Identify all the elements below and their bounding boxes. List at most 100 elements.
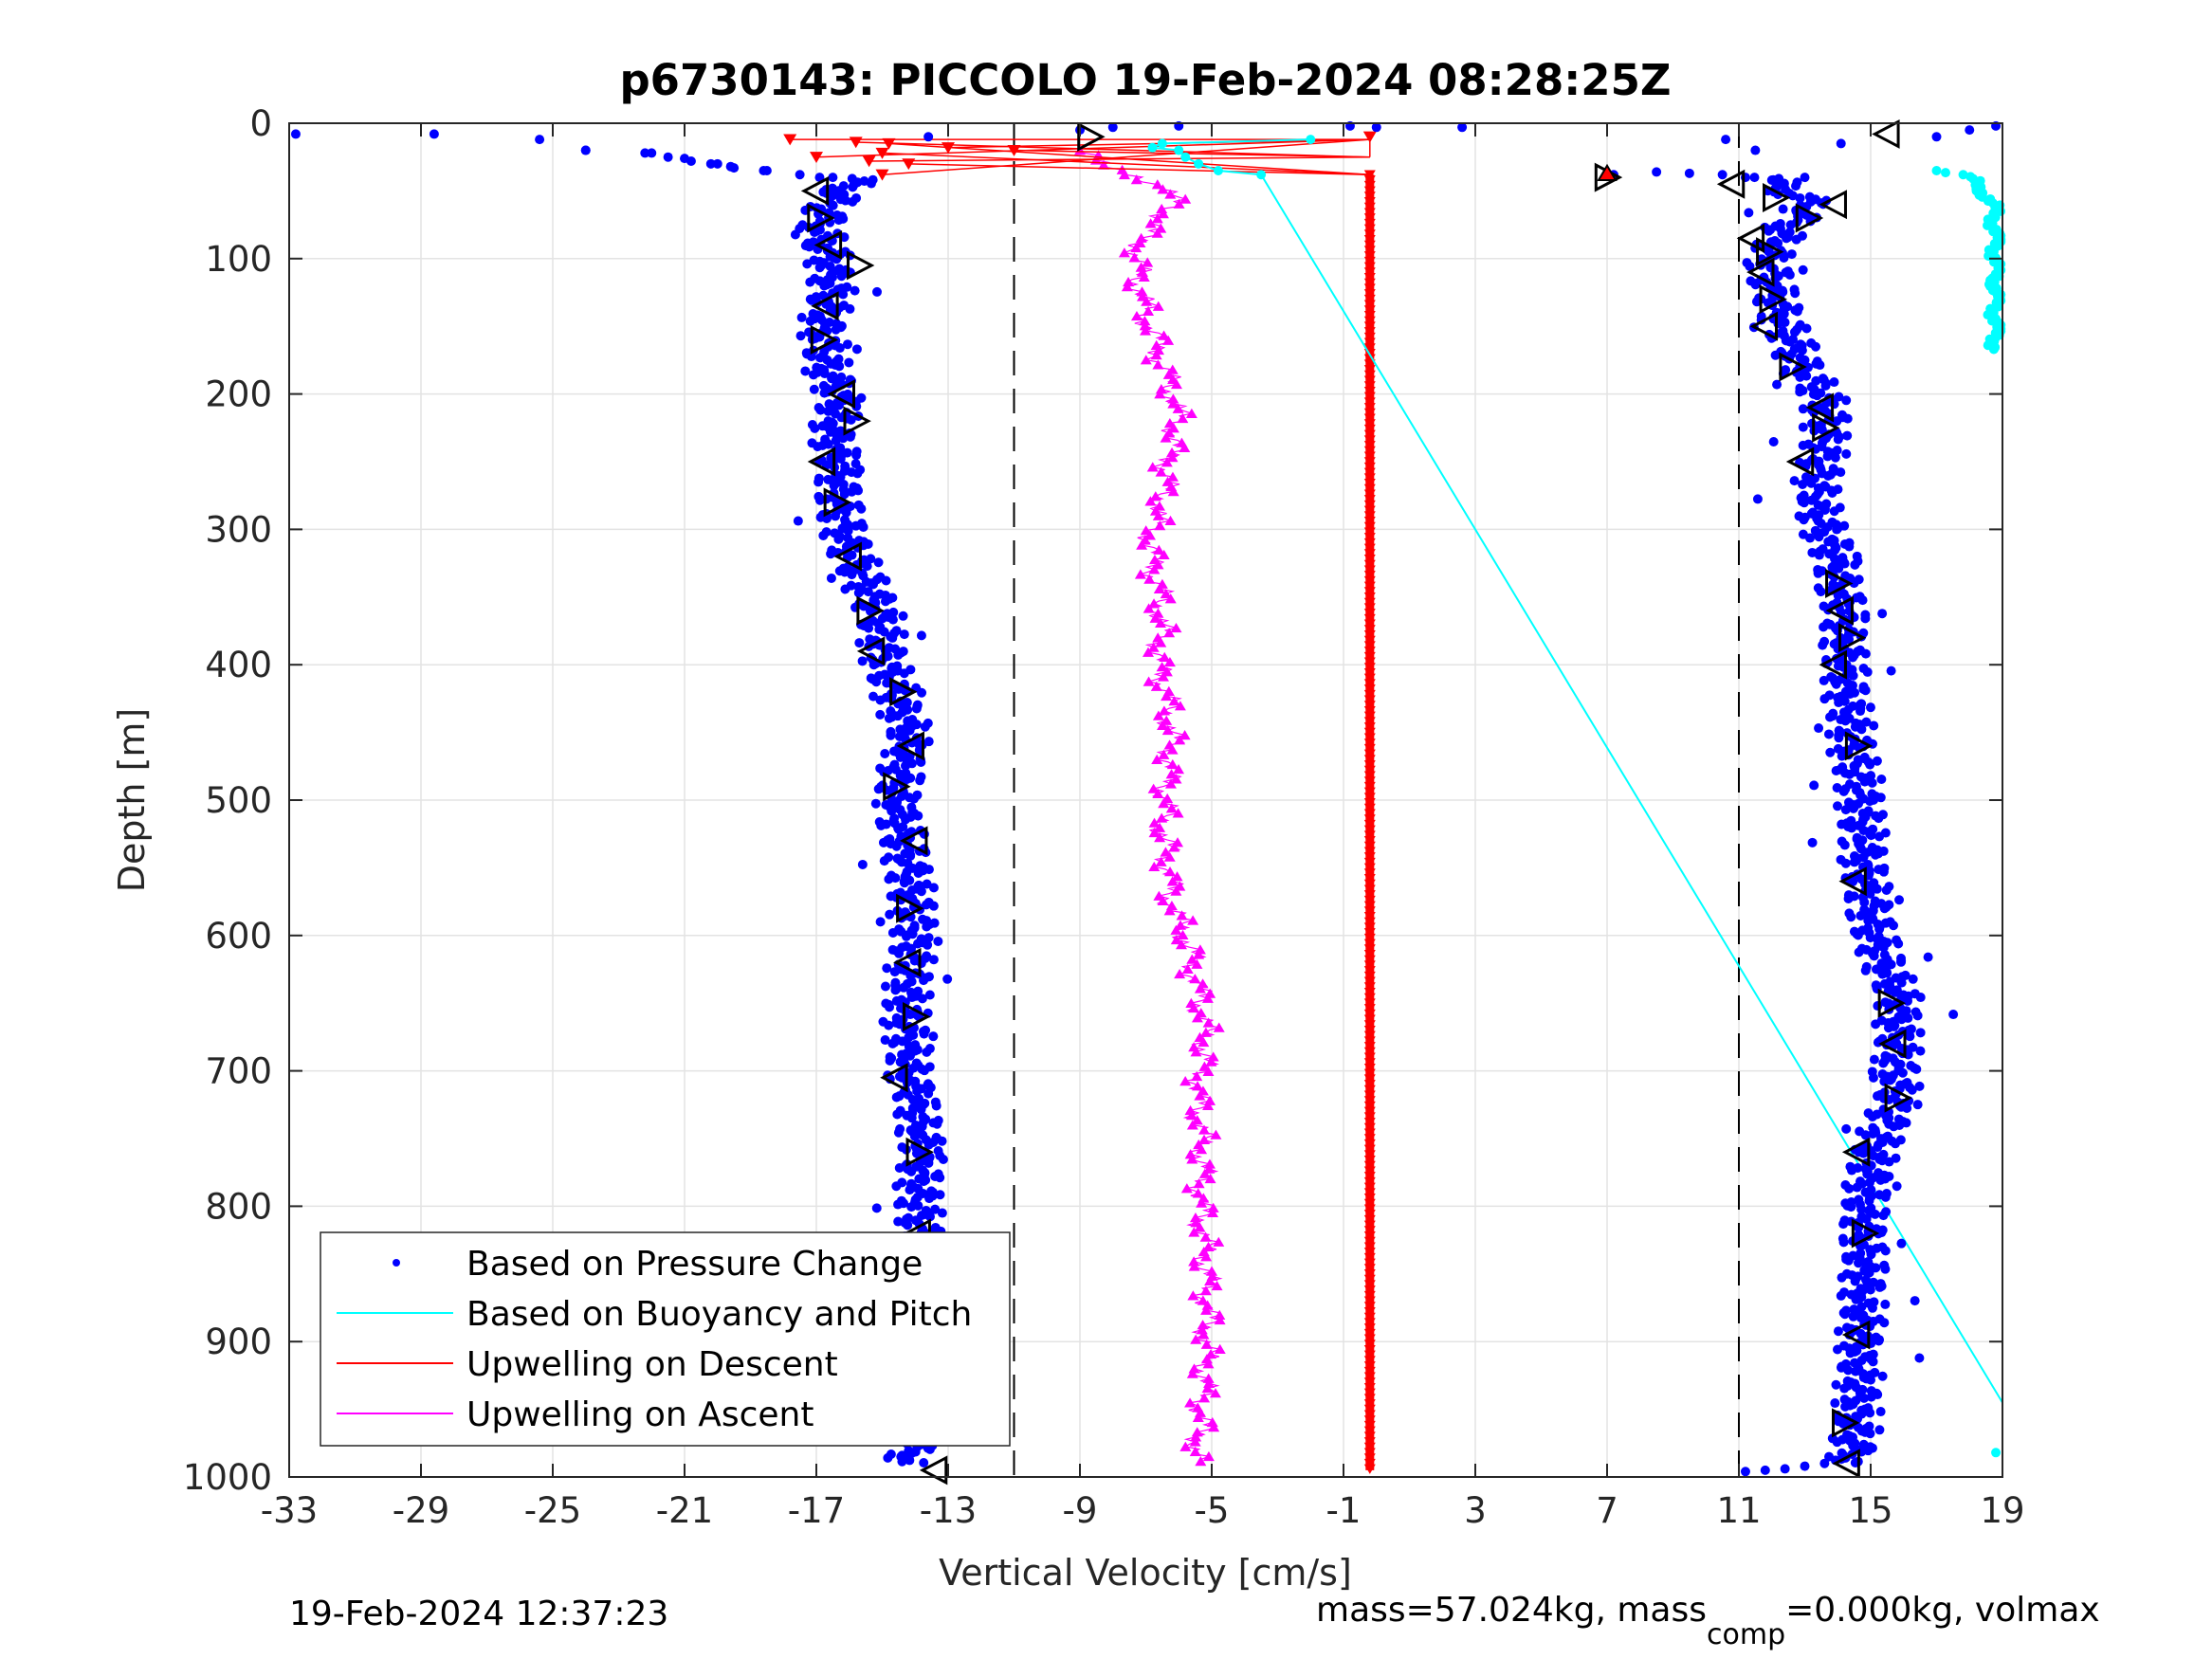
- pressure-change-point: [1832, 1437, 1842, 1448]
- pressure-change-point: [1880, 1192, 1891, 1202]
- pressure-change-point: [1886, 665, 1896, 676]
- upwelling-ascent-point: [1205, 1056, 1217, 1066]
- pressure-change-point: [850, 520, 861, 531]
- pressure-change-point: [845, 431, 855, 442]
- surface-highlight-triangle: [1597, 163, 1618, 182]
- upwelling-descent-point: [1363, 1090, 1376, 1101]
- reference-triangle: [889, 677, 918, 707]
- y-tick-label: 1000: [183, 1457, 272, 1498]
- y-tick-label: 400: [205, 645, 272, 685]
- pressure-change-point: [868, 660, 879, 670]
- pressure-change-point: [909, 1131, 920, 1141]
- upwelling-descent-point: [1363, 272, 1376, 283]
- pressure-change-point: [828, 191, 838, 201]
- reference-triangle: [1805, 392, 1835, 423]
- pressure-change-point: [814, 173, 825, 183]
- pressure-change-point: [897, 1036, 907, 1047]
- upwelling-descent-point: [1363, 760, 1376, 771]
- upwelling-descent-point: [1363, 565, 1376, 575]
- upwelling-descent-point: [1363, 906, 1376, 917]
- upwelling-ascent-point: [1136, 539, 1148, 550]
- upwelling-descent-point: [1363, 1366, 1376, 1377]
- upwelling-ascent-point: [1158, 549, 1170, 560]
- upwelling-descent-point: [1363, 657, 1376, 667]
- pressure-change-point: [729, 163, 740, 173]
- pressure-change-point: [1875, 793, 1886, 803]
- upwelling-descent-point: [1363, 939, 1376, 949]
- upwelling-ascent-point: [1170, 622, 1182, 633]
- upwelling-ascent-point: [1186, 954, 1198, 964]
- upwelling-ascent-point: [1186, 1120, 1198, 1130]
- reference-triangle: [1756, 237, 1784, 267]
- upwelling-ascent-point: [1123, 276, 1135, 287]
- pressure-change-point: [1848, 652, 1858, 663]
- upwelling-ascent-point: [1214, 1309, 1226, 1321]
- upwelling-descent-point: [1363, 830, 1376, 841]
- upwelling-ascent-point: [1173, 198, 1185, 209]
- pressure-change-point: [1910, 1296, 1920, 1306]
- reference-triangle: [1832, 1449, 1860, 1479]
- pressure-change-point: [1877, 609, 1888, 619]
- upwelling-descent-point: [1363, 1198, 1376, 1209]
- upwelling-descent-point: [1363, 575, 1376, 587]
- pressure-change-point: [922, 1047, 932, 1057]
- upwelling-ascent-point: [1158, 330, 1170, 340]
- pressure-change-point: [905, 1455, 915, 1466]
- pressure-change-point: [831, 511, 841, 521]
- buoyancy-pitch-point: [1931, 165, 1942, 175]
- upwelling-descent-point: [1363, 847, 1376, 857]
- pressure-change-point: [1879, 1318, 1890, 1328]
- pressure-change-point: [1873, 1001, 1883, 1012]
- upwelling-ascent-point: [1204, 1173, 1216, 1184]
- pressure-change-point: [1948, 1010, 1959, 1020]
- pressure-change-point: [1841, 1123, 1852, 1134]
- pressure-change-point: [891, 841, 902, 851]
- pressure-change-point: [1819, 694, 1830, 704]
- pressure-change-point: [1846, 823, 1856, 833]
- pressure-change-point: [1818, 640, 1828, 650]
- pressure-change-point: [892, 1109, 903, 1120]
- upwelling-ascent-point: [1188, 1256, 1200, 1267]
- reference-triangle: [1877, 988, 1907, 1018]
- pressure-change-point: [1800, 1461, 1810, 1471]
- upwelling-ascent-point: [1158, 705, 1170, 716]
- legend-label-descent: Upwelling on Descent: [466, 1345, 838, 1384]
- upwelling-descent-point: [1363, 922, 1376, 933]
- upwelling-ascent-point: [1153, 583, 1165, 594]
- upwelling-descent-point: [1363, 1340, 1376, 1350]
- legend-label-buoyancy: Based on Buoyancy and Pitch: [466, 1295, 972, 1334]
- reference-triangle: [1838, 866, 1867, 897]
- pressure-change-point: [1760, 1465, 1770, 1475]
- upwelling-descent-point: [1363, 1312, 1376, 1322]
- upwelling-ascent-point: [1213, 1022, 1225, 1032]
- pressure-change-point: [1889, 921, 1899, 931]
- pressure-change-point: [1744, 208, 1754, 218]
- upwelling-ascent-point: [1130, 174, 1143, 185]
- upwelling-ascent-point: [1197, 1329, 1210, 1340]
- upwelling-ascent-point: [1170, 934, 1182, 945]
- upwelling-ascent-point: [1168, 696, 1180, 706]
- pressure-change-point: [835, 454, 846, 465]
- pressure-change-point: [1836, 1290, 1846, 1301]
- pressure-change-point: [1784, 269, 1795, 280]
- pressure-change-point: [856, 503, 867, 514]
- pressure-change-point: [663, 152, 673, 162]
- upwelling-ascent-point: [1189, 1212, 1201, 1223]
- pressure-change-point: [1840, 858, 1851, 868]
- pressure-change-point: [846, 414, 856, 425]
- upwelling-ascent-point: [1168, 842, 1180, 852]
- pressure-change-point: [1915, 1028, 1926, 1038]
- upwelling-descent-point: [1363, 613, 1376, 625]
- pressure-change-point: [1861, 1213, 1872, 1224]
- pressure-change-point: [1842, 413, 1853, 424]
- pressure-change-point: [1866, 1249, 1876, 1260]
- pressure-change-point: [1894, 895, 1905, 905]
- upwelling-descent-point: [1363, 1004, 1376, 1014]
- upwelling-descent-point: [1363, 408, 1376, 418]
- pressure-change-point: [898, 611, 908, 621]
- reference-triangle: [800, 175, 830, 206]
- pressure-change-point: [1896, 1014, 1907, 1025]
- pressure-change-point: [1830, 452, 1840, 463]
- pressure-change-point: [924, 990, 935, 1000]
- y-tick-label: 500: [205, 780, 272, 821]
